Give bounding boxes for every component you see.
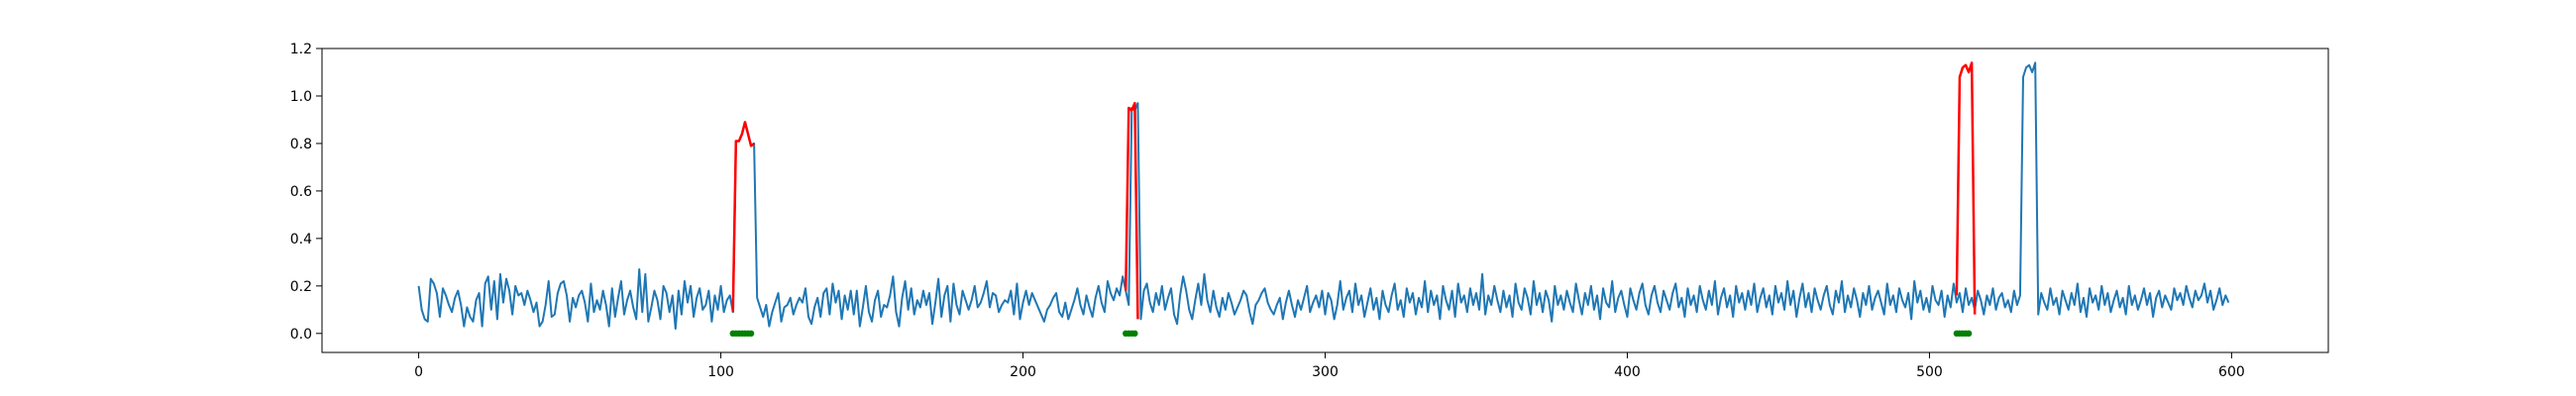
- y-tick-label: 0.4: [290, 232, 312, 248]
- anomaly-marker-point: [1131, 330, 1138, 338]
- x-tick-label: 600: [2218, 364, 2245, 380]
- series-line-anomaly-1: [731, 121, 755, 313]
- anomaly-marker-point: [747, 330, 755, 338]
- axis-ticks: 0 100 200 300 400 500 600 0.0 0.2 0.4 0.6 0.8 1.0 1.2: [290, 42, 2245, 380]
- y-tick-label: 1.2: [290, 42, 312, 57]
- series-line-anomaly-2: [1124, 101, 1139, 320]
- x-tick-label: 0: [414, 364, 423, 380]
- x-tick-label: 200: [1010, 364, 1036, 380]
- y-tick-label: 0.2: [290, 279, 312, 295]
- y-tick-label: 1.0: [290, 89, 312, 105]
- x-tick-label: 400: [1614, 364, 1641, 380]
- plot-marks: [417, 61, 2230, 338]
- x-tick-label: 500: [1916, 364, 1943, 380]
- x-tick-label: 100: [707, 364, 734, 380]
- y-tick-label: 0.0: [290, 327, 312, 343]
- series-line-anomaly-3: [1955, 61, 1977, 315]
- series-line-signal: [417, 61, 2230, 331]
- anomaly-marker-point: [1965, 330, 1973, 338]
- y-tick-label: 0.6: [290, 184, 312, 200]
- x-tick-label: 300: [1312, 364, 1339, 380]
- y-tick-label: 0.8: [290, 137, 312, 152]
